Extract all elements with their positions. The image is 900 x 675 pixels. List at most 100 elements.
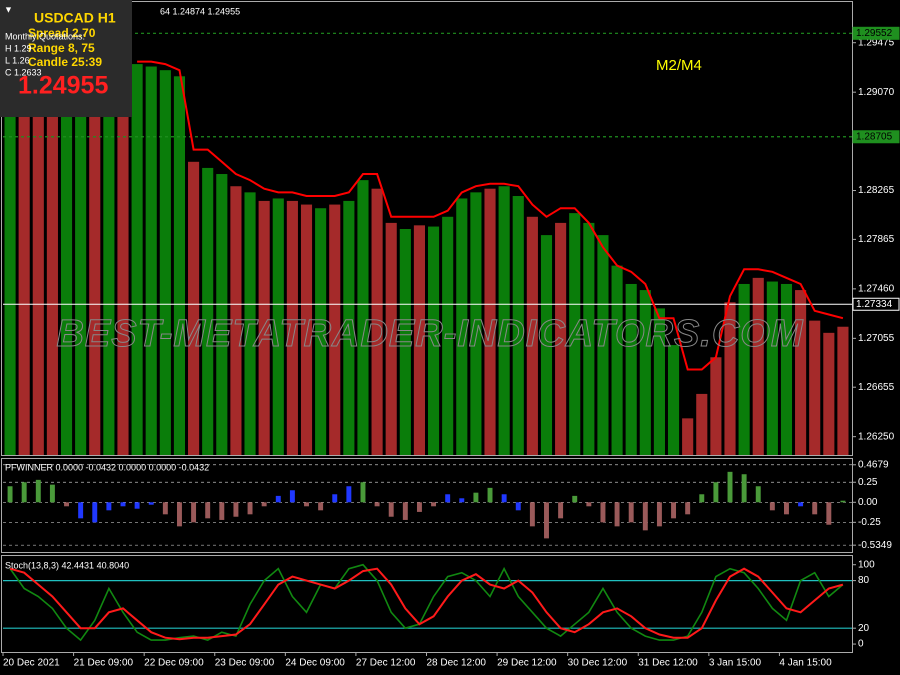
bar bbox=[21, 482, 27, 503]
bar bbox=[275, 495, 281, 503]
x-tick-label: 20 Dec 2021 bbox=[3, 658, 60, 669]
bar bbox=[583, 222, 595, 455]
bar bbox=[159, 70, 171, 456]
bar bbox=[78, 502, 84, 519]
bar bbox=[653, 308, 665, 455]
bar bbox=[445, 494, 451, 503]
bar bbox=[572, 495, 578, 503]
bar bbox=[741, 474, 747, 503]
bar bbox=[120, 502, 126, 507]
bar bbox=[470, 192, 482, 455]
bar bbox=[487, 487, 493, 503]
bar bbox=[798, 502, 804, 507]
y-tick-label: 1.29070 bbox=[858, 87, 895, 98]
bar bbox=[823, 332, 835, 455]
info-box bbox=[0, 0, 132, 117]
bar bbox=[738, 283, 750, 455]
bar bbox=[219, 502, 225, 520]
bar bbox=[103, 39, 115, 455]
bar bbox=[18, 9, 30, 456]
bar bbox=[459, 498, 465, 503]
x-tick-label: 3 Jan 15:00 bbox=[709, 658, 762, 669]
bar bbox=[145, 66, 157, 455]
y-tick-label: 1.26655 bbox=[858, 382, 895, 393]
bar bbox=[667, 345, 680, 455]
x-tick-label: 30 Dec 12:00 bbox=[568, 658, 628, 669]
bar bbox=[315, 208, 327, 455]
bar bbox=[515, 502, 521, 511]
bar bbox=[75, 27, 87, 455]
y-tick-label: 80 bbox=[858, 575, 870, 586]
y-tick-label: -0.5349 bbox=[858, 540, 892, 551]
bar bbox=[840, 500, 846, 503]
bar bbox=[812, 502, 818, 515]
bar bbox=[431, 502, 437, 507]
bar bbox=[713, 482, 719, 503]
bar bbox=[416, 502, 422, 512]
y-tick-label: 0.25 bbox=[858, 477, 878, 488]
bar bbox=[569, 213, 581, 455]
bar bbox=[413, 225, 425, 455]
bar bbox=[784, 502, 789, 515]
bar bbox=[586, 502, 592, 507]
x-tick-label: 27 Dec 12:00 bbox=[356, 658, 416, 669]
bar bbox=[385, 222, 397, 455]
bar bbox=[332, 494, 338, 503]
bar bbox=[300, 204, 313, 455]
level-label-box bbox=[852, 26, 900, 40]
bar bbox=[600, 502, 606, 523]
bar bbox=[318, 502, 324, 511]
bar bbox=[752, 277, 764, 455]
bar bbox=[304, 502, 309, 507]
bar bbox=[724, 302, 736, 455]
line bbox=[9, 567, 844, 641]
bar bbox=[46, 15, 58, 455]
bar bbox=[131, 64, 143, 455]
info-low: L 1.26 bbox=[5, 55, 30, 65]
bar bbox=[501, 494, 507, 503]
x-tick-label: 24 Dec 09:00 bbox=[285, 658, 345, 669]
info-symbol: USDCAD H1 bbox=[34, 10, 116, 26]
y-tick-label: 1.27460 bbox=[858, 284, 895, 295]
bar bbox=[7, 486, 13, 503]
bar bbox=[555, 222, 567, 455]
bar bbox=[498, 186, 510, 456]
x-tick-label: 4 Jan 15:00 bbox=[779, 658, 832, 669]
bar bbox=[685, 502, 691, 515]
bar bbox=[247, 502, 253, 515]
bar bbox=[162, 502, 168, 515]
bar bbox=[795, 290, 807, 455]
main-panel-frame bbox=[1, 1, 853, 456]
bar bbox=[32, 3, 44, 455]
level-label: 1.27334 bbox=[856, 299, 893, 310]
bar bbox=[371, 188, 383, 455]
bar bbox=[727, 471, 733, 503]
level-label-box bbox=[852, 130, 900, 144]
y-tick-label: 0.4679 bbox=[858, 459, 889, 470]
bar bbox=[526, 216, 538, 455]
bar bbox=[484, 188, 496, 455]
bar bbox=[233, 502, 239, 517]
menu-arrow: ▼ bbox=[4, 4, 13, 14]
bar bbox=[769, 502, 775, 511]
bar bbox=[809, 320, 821, 455]
plot-layer: 1.29475 1.29070 1.28265 1.27865 1.27460 1.270… bbox=[2, 3, 900, 669]
level-label: 1.29552 bbox=[856, 28, 893, 39]
bar bbox=[780, 283, 793, 455]
bar bbox=[173, 76, 186, 455]
bar bbox=[625, 283, 637, 455]
bar bbox=[360, 482, 366, 503]
watermark: BEST-METATRADER-INDICATORS.COM bbox=[56, 313, 803, 355]
info-range: Range 8, 75 bbox=[28, 41, 95, 55]
level-label-box bbox=[852, 297, 900, 311]
bar bbox=[544, 502, 549, 539]
bar bbox=[35, 479, 41, 503]
bar bbox=[402, 502, 408, 520]
osc-title: PFWINNER 0.0000 -0.0432 0.0000 0.0000 -0… bbox=[5, 462, 209, 472]
info-spread: Spread 2.70 bbox=[28, 26, 96, 40]
x-tick-label: 22 Dec 09:00 bbox=[144, 658, 204, 669]
info-candle: Candle 25:39 bbox=[28, 55, 102, 69]
bar bbox=[826, 502, 832, 525]
y-tick-label: 0 bbox=[858, 639, 864, 650]
